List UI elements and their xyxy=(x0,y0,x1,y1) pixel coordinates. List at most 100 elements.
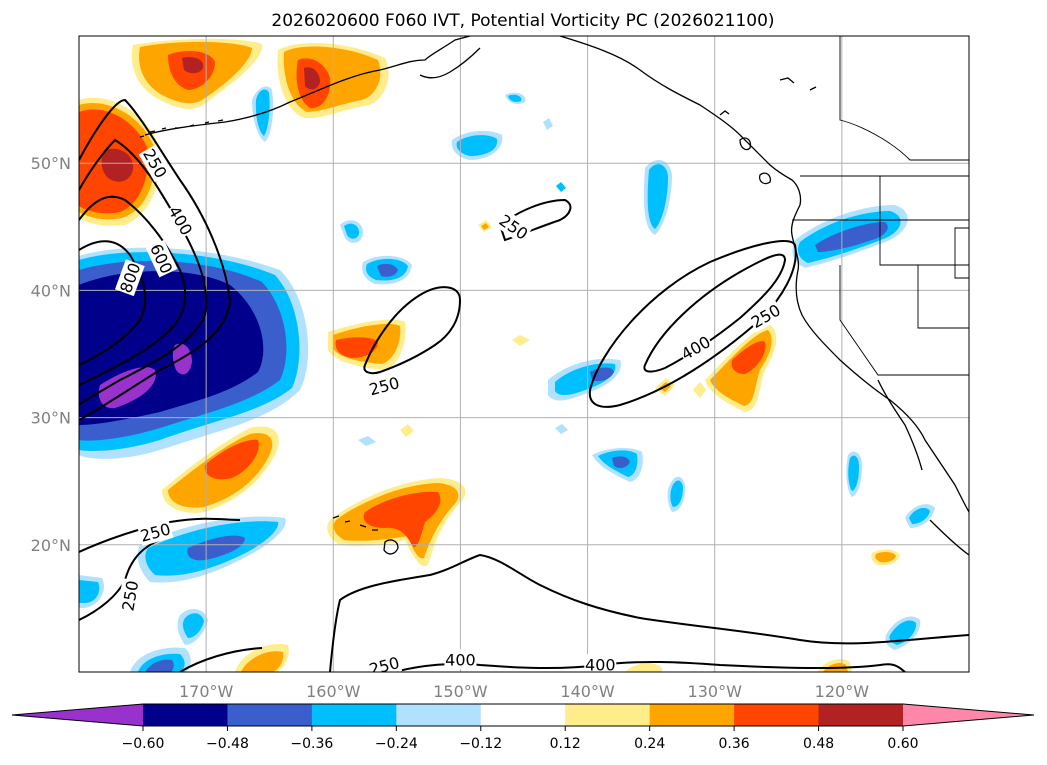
pv-positive-region-hawaii xyxy=(363,491,441,548)
shading-layer xyxy=(79,38,935,672)
contour-label-text: 400 xyxy=(445,650,476,669)
pv-small-blob xyxy=(543,118,553,130)
pv-negative-region-east xyxy=(670,480,683,507)
colorbar-extend-high xyxy=(903,704,1034,726)
contour-label-text: 250 xyxy=(367,653,401,679)
latitude-labels: 50°N 40°N 30°N 20°N xyxy=(31,154,71,555)
contour-label-bg xyxy=(366,651,403,672)
lon-tick-label: 140°W xyxy=(560,682,615,701)
gridlines xyxy=(79,36,969,672)
colorbar-tick-label: −0.60 xyxy=(122,736,165,752)
colorbar-segment xyxy=(227,704,313,726)
pv-negative-region-north xyxy=(508,94,522,102)
colorbar-segment xyxy=(818,704,904,726)
canada-islands xyxy=(719,77,817,185)
colorbar-tick-label: −0.36 xyxy=(290,736,333,752)
colorbar-tick-label: 0.12 xyxy=(550,736,581,752)
lon-tick-label: 160°W xyxy=(306,682,361,701)
pv-positive-region-nw xyxy=(101,148,134,182)
aleutian-islands xyxy=(139,119,224,138)
pv-negative-region-sw xyxy=(182,613,204,638)
pv-negative-region-west xyxy=(172,343,192,375)
pv-negative-region-sw xyxy=(79,580,100,603)
pv-positive-region-south xyxy=(241,651,284,672)
lon-tick-label: 170°W xyxy=(179,682,234,701)
ivt-contour-800-nw xyxy=(79,240,147,366)
colorbar-tick-label: 0.60 xyxy=(887,736,918,752)
state-borders xyxy=(792,36,969,376)
contour-label-bg xyxy=(117,578,143,614)
alaska-coastline xyxy=(419,47,481,79)
colorbar-segment xyxy=(734,704,820,726)
pv-small-blob xyxy=(481,223,489,230)
ivt-contour-250-south xyxy=(329,553,969,672)
pv-negative-region-west xyxy=(98,367,156,409)
ivt-contour-250-sw xyxy=(79,517,241,553)
contour-label-bg xyxy=(746,299,785,333)
colorbar-extend-low xyxy=(12,704,143,726)
colorbar-segment xyxy=(396,704,482,726)
pv-positive-region-north xyxy=(182,57,204,74)
pv-negative-region-sw xyxy=(187,535,245,561)
lon-tick-label: 120°W xyxy=(815,682,870,701)
contour-label-bg xyxy=(584,654,617,672)
ivt-contour-250-nw xyxy=(79,98,232,421)
pv-negative-region-east xyxy=(815,222,888,252)
longitude-labels: 170°W 160°W 150°W 140°W 130°W 120°W xyxy=(179,682,869,701)
pv-small-blob xyxy=(512,335,530,346)
pv-positive-region-coast xyxy=(731,341,766,374)
hawaii-islands xyxy=(332,515,399,555)
pv-positive-region-sw xyxy=(204,439,259,480)
pv-negative-region-east xyxy=(647,164,668,229)
ivt-contours xyxy=(79,98,969,672)
contour-label: 250 xyxy=(117,578,143,614)
contour-label-text: 400 xyxy=(585,655,616,674)
state-border xyxy=(879,176,969,266)
colorbar-segment xyxy=(480,704,566,726)
ivt-contour-250-east xyxy=(588,240,797,408)
ivt-contour-600-nw xyxy=(79,195,187,386)
ivt-contour-400-nw xyxy=(79,138,208,406)
colorbar-tick-label: −0.12 xyxy=(459,736,502,752)
contour-label-bg xyxy=(366,371,403,400)
pv-small-blob xyxy=(358,436,376,446)
colorbar-segment xyxy=(311,704,397,726)
lat-tick-label: 50°N xyxy=(31,154,71,173)
pv-positive-region-south xyxy=(625,663,662,672)
contour-label-bg xyxy=(676,330,715,365)
colorbar-segment xyxy=(143,704,228,726)
colorbar-tick-label: 0.48 xyxy=(803,736,834,752)
pv-negative-region-central xyxy=(456,135,498,156)
colorbar-tick-label: 0.24 xyxy=(634,736,665,752)
colorbar-segment xyxy=(565,704,651,726)
pv-positive-region-central xyxy=(335,337,378,358)
contour-label: 400 xyxy=(444,649,477,670)
contour-label-bg xyxy=(138,144,172,183)
colorbar-tick-label: −0.24 xyxy=(375,736,418,752)
contour-label-bg xyxy=(145,239,178,278)
contour-label: 400 xyxy=(584,654,617,674)
pv-negative-region-east xyxy=(848,455,859,491)
pv-negative-region-east xyxy=(612,456,630,469)
pv-positive-region-north xyxy=(304,67,320,90)
contour-label-bg xyxy=(137,518,174,546)
province-border xyxy=(839,36,969,161)
colorbar-tick-label: 0.36 xyxy=(719,736,750,752)
pv-negative-region-central xyxy=(377,263,398,277)
colorbar: −0.60 −0.48 −0.36 −0.24 −0.12 0.12 0.24 0.36 0.4… xyxy=(11,703,1035,752)
ivt-contour-250-central xyxy=(363,286,462,375)
contour-label-bg xyxy=(114,259,145,297)
alaska-coastline xyxy=(144,36,471,136)
coastlines xyxy=(139,36,969,556)
lon-tick-label: 130°W xyxy=(688,682,743,701)
pv-negative-region-central xyxy=(344,223,360,239)
lat-tick-label: 20°N xyxy=(31,536,71,555)
canada-coastline xyxy=(559,36,969,513)
contour-label: 250 xyxy=(366,651,403,679)
baja-coastline xyxy=(877,379,923,471)
ivt-contour-400-east xyxy=(643,253,787,373)
lat-tick-label: 40°N xyxy=(31,281,71,300)
mexico-coastline xyxy=(929,519,969,556)
